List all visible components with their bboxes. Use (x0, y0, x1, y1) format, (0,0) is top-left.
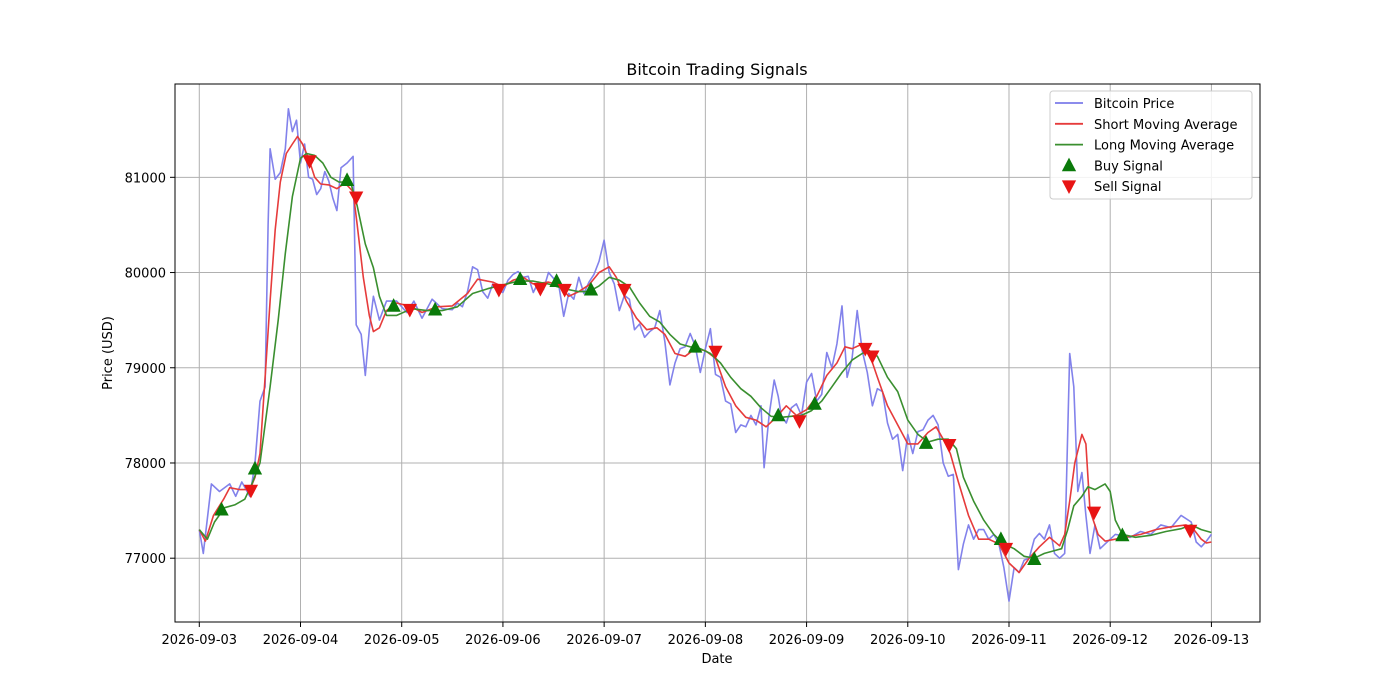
buy-signal-marker (512, 271, 528, 286)
x-axis-label: Date (701, 652, 732, 667)
y-axis-label: Price (USD) (101, 316, 116, 390)
buy-signal-marker (807, 396, 822, 410)
legend-label: Long Moving Average (1094, 139, 1234, 154)
x-tick-label: 2026-09-04 (263, 633, 339, 648)
buy-signal-marker (918, 435, 934, 449)
buy-signal-marker (1027, 551, 1042, 566)
sell-signal-marker (942, 439, 957, 453)
x-tick-label: 2026-09-06 (465, 633, 541, 648)
sell-signal-marker (533, 282, 548, 297)
legend-label: Sell Signal (1094, 180, 1162, 195)
sell-signal-marker (243, 484, 259, 499)
legend: Bitcoin Price Short Moving Average Long Mo… (1049, 90, 1253, 200)
sell-signal-marker (302, 155, 317, 169)
y-axis: 77000 78000 79000 80000 81000 (125, 171, 175, 567)
y-tick-label: 81000 (125, 171, 166, 186)
x-tick-label: 2026-09-07 (566, 633, 642, 648)
buy-signal-marker (688, 339, 703, 353)
sell-signal-marker (708, 345, 723, 360)
sell-signal-marker (402, 303, 417, 318)
buy-signal-marker (993, 531, 1009, 546)
x-axis: 2026-09-03 2026-09-04 2026-09-05 2026-09-06… (162, 622, 1250, 648)
x-tick-label: 2026-09-10 (870, 633, 946, 648)
x-tick-label: 2026-09-12 (1072, 633, 1148, 648)
x-tick-label: 2026-09-05 (364, 633, 440, 648)
chart-title: Bitcoin Trading Signals (626, 60, 807, 79)
legend-box (1049, 90, 1253, 200)
x-tick-label: 2026-09-13 (1174, 633, 1250, 648)
buy-signal-marker (427, 301, 443, 316)
sell-signal-marker (792, 415, 807, 429)
sell-signal-marker (998, 542, 1014, 557)
legend-swatch (1061, 180, 1077, 194)
sell-signal-marker (617, 283, 632, 298)
y-tick-label: 77000 (125, 552, 166, 567)
sell-signal-marker (865, 350, 880, 365)
y-tick-label: 79000 (125, 362, 166, 377)
signal-layer (214, 155, 1198, 566)
legend-label: Bitcoin Price (1094, 97, 1174, 112)
sell-signal-marker (491, 283, 507, 298)
buy-signal-marker (214, 501, 229, 516)
buy-signal-marker (339, 172, 355, 187)
sell-signal-marker (557, 283, 572, 298)
buy-signal-marker (549, 273, 564, 287)
x-tick-label: 2026-09-03 (162, 633, 238, 648)
buy-signal-marker (1115, 527, 1130, 542)
x-tick-label: 2026-09-09 (769, 633, 845, 648)
x-tick-label: 2026-09-08 (668, 633, 744, 648)
legend-label: Buy Signal (1094, 159, 1163, 174)
sell-signal-marker (858, 342, 873, 357)
x-tick-label: 2026-09-11 (971, 633, 1047, 648)
y-tick-label: 80000 (125, 267, 166, 282)
series-line-long-moving-average (198, 152, 1212, 559)
legend-label: Short Moving Average (1094, 118, 1238, 133)
sell-signal-marker (349, 191, 364, 206)
series-line-bitcoin-price (198, 108, 1213, 602)
y-tick-label: 78000 (125, 457, 166, 472)
buy-signal-marker (386, 298, 401, 312)
buy-signal-marker (771, 407, 786, 422)
legend-swatch (1061, 157, 1077, 172)
sell-signal-marker (1183, 524, 1198, 539)
plot-frame (174, 83, 1261, 623)
sell-signal-marker (1086, 506, 1102, 521)
buy-signal-marker (583, 281, 599, 296)
buy-signal-marker (247, 460, 263, 475)
